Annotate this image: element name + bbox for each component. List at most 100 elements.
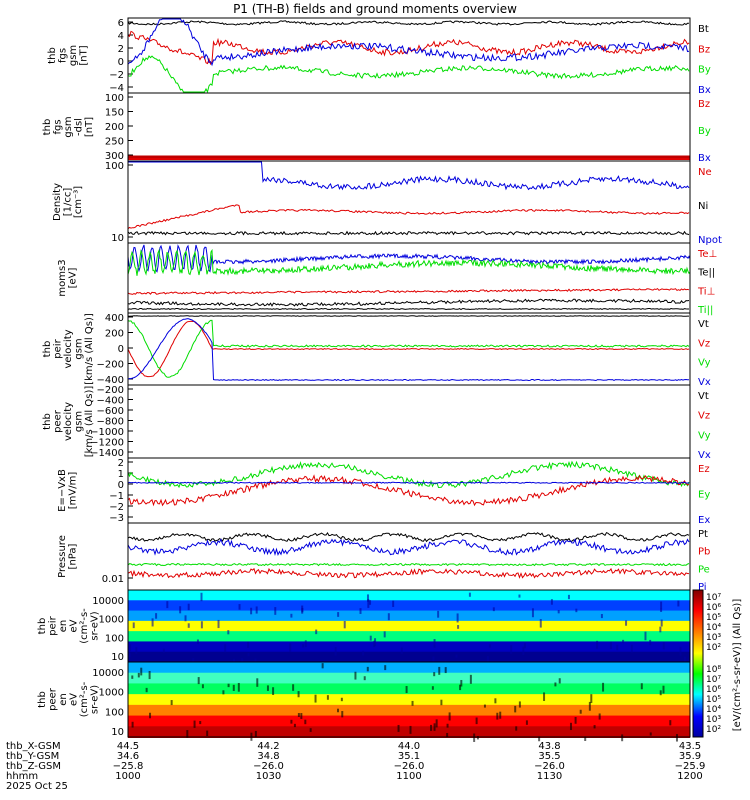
panel-3-frame (127, 160, 691, 244)
spectrogram-speckle (301, 607, 304, 613)
spectrogram-speckle (492, 607, 495, 612)
panel-3-ylabel: [cm⁻³] (73, 186, 84, 218)
colorbar-tick: 10⁵ (706, 695, 721, 705)
spectrogram-speckle (431, 686, 434, 690)
spectrogram-speckle (448, 712, 451, 721)
spectrogram-speckle (238, 604, 241, 610)
x-axis-value: 34.6 (117, 751, 139, 762)
colorbar-tick: 10³ (706, 633, 721, 643)
spectrogram-speckle (369, 635, 372, 641)
spectrogram-speckle (297, 691, 300, 698)
panel-7-ytick: −2 (109, 502, 124, 513)
spectrogram-speckle (531, 608, 534, 618)
spectrogram-speckle (151, 618, 154, 627)
panel-4-legend-red: Ti⊥ (697, 286, 715, 297)
spectrogram-speckle (446, 723, 449, 728)
colorbar-tick: 10⁷ (706, 675, 721, 685)
spectrogram-speckle (433, 723, 436, 731)
x-axis-value: 1000 (115, 771, 140, 782)
panel-1-ytick: 0 (118, 57, 124, 68)
vz-line (127, 320, 690, 378)
spectrogram-speckle (446, 732, 449, 737)
ti-par-line (127, 248, 691, 276)
spectrogram-speckle (575, 608, 578, 613)
panel-8: Pressure [nPa] 0.01 Pt Pb Pe Pi (57, 522, 710, 593)
panel-5-legend-green: Vy (698, 358, 711, 369)
panel-6-ytick: −1400 (90, 448, 124, 459)
panel-7-legend-red: Ez (698, 464, 710, 475)
spectrogram-speckle (558, 678, 561, 684)
spectrogram-speckle (266, 685, 269, 691)
panel-4-ylabel: moms3 (57, 259, 68, 296)
spectrogram-speckle (662, 685, 665, 694)
spectrogram-speckle (437, 610, 440, 618)
spectrogram-speckle (432, 656, 435, 666)
spectrogram-speckle (554, 682, 557, 687)
x-axis-row-label: thb_X-GSM (6, 741, 61, 752)
ey-line (127, 460, 690, 489)
panel-10-ytick: 1000 (99, 688, 124, 699)
panel-10-frame (127, 661, 691, 738)
ni-line (127, 230, 690, 236)
spectrogram-speckle (222, 690, 225, 695)
panel-1-ytick: 2 (118, 44, 124, 55)
panel-9-ylabel: (cm²-s- (79, 608, 90, 644)
colorbar-label: [eV/(cm²-s-sr-eV)] (All Qs)] (732, 599, 743, 732)
panel-7-ylabel: E=−VxB (57, 469, 68, 512)
panel-8-ylabel: Pressure (57, 535, 68, 578)
spectrogram-speckle (304, 719, 307, 725)
panel-3: Density [1/cc] [cm⁻³] 100 10 Ne Ni Npot (52, 160, 722, 246)
colorbar-tick: 10³ (706, 715, 721, 725)
ne-line (127, 204, 690, 230)
spectrogram-speckle (166, 601, 169, 609)
spectrogram-speckle (155, 613, 158, 619)
x-axis-row-label: thb_Y-GSM (6, 751, 59, 762)
spectrogram-speckle (337, 708, 340, 713)
panel-5-ytick: 0 (118, 344, 124, 355)
spectrogram-speckle (444, 667, 447, 674)
spectrogram-speckle (625, 620, 628, 626)
x-axis-value: 34.8 (257, 751, 279, 762)
spectrogram-speckle (129, 644, 132, 652)
x-axis-row-label: hhmm (6, 771, 38, 782)
panel-7-ylabel: [mV/m] (68, 472, 79, 510)
panel-10-ylabel: thb (37, 691, 48, 708)
panel-2-ytick: 300 (105, 151, 124, 162)
te-par-line (127, 298, 690, 307)
spectrogram-speckle (297, 713, 300, 717)
spectrogram-speckle (538, 736, 541, 742)
spectrogram-speckle (247, 641, 250, 648)
spectrogram-speckle (660, 619, 663, 627)
spectrogram-speckle (669, 720, 672, 726)
panel-5-ylabel: gsm (74, 338, 85, 359)
spectrogram-speckle (660, 601, 663, 609)
panel-3-ytick: 100 (105, 161, 124, 172)
spectrogram-band (128, 620, 690, 633)
spectrogram-speckle (649, 732, 652, 736)
pi-line (127, 537, 690, 556)
spectrogram-speckle (584, 736, 587, 741)
spectrogram-speckle (590, 694, 593, 704)
panel-8-legend-blue: Pi (698, 582, 707, 593)
panel-8-legend-red: Pb (698, 547, 710, 558)
spectrogram-speckle (640, 683, 643, 690)
spectrogram-band (128, 672, 690, 685)
panel-6-ylabel: [km/s (All Qs)] (84, 386, 95, 458)
spectrogram-speckle (237, 682, 240, 692)
spectrogram-speckle (475, 717, 478, 725)
ex-line (127, 481, 690, 484)
spectrogram-speckle (550, 599, 553, 605)
spectrogram-speckle (574, 716, 577, 724)
spectrogram-band (128, 683, 690, 696)
spectrogram-speckle (409, 725, 412, 734)
panel-1-legend-black: Bt (698, 24, 709, 35)
panel-3-legend-blue: Npot (698, 235, 722, 246)
spectrogram-band (128, 590, 690, 602)
chart-title: P1 (TH-B) fields and ground moments over… (233, 2, 517, 16)
panel-2-legend-green: By (698, 126, 711, 137)
spectrogram-speckle (290, 613, 293, 618)
x-axis-value: 1100 (396, 771, 421, 782)
panel-5: thb peir velocity gsm [km/s (All Qs)] 400 200 0… (42, 312, 711, 388)
spectrogram-speckle (435, 719, 438, 728)
